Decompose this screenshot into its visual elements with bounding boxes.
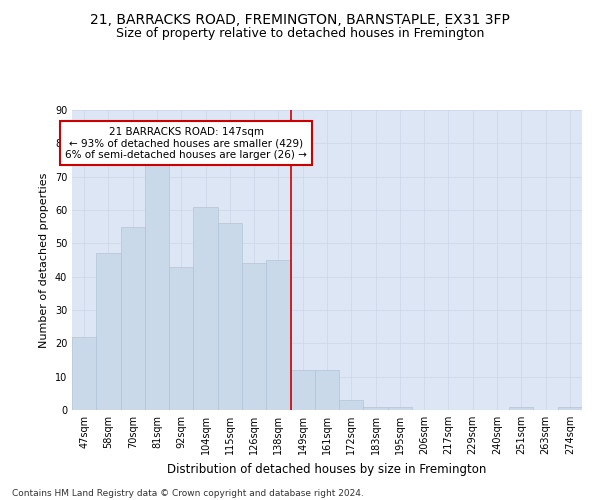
- Text: 21 BARRACKS ROAD: 147sqm
← 93% of detached houses are smaller (429)
6% of semi-d: 21 BARRACKS ROAD: 147sqm ← 93% of detach…: [65, 126, 307, 160]
- X-axis label: Distribution of detached houses by size in Fremington: Distribution of detached houses by size …: [167, 462, 487, 475]
- Bar: [121, 226, 145, 410]
- Text: 21, BARRACKS ROAD, FREMINGTON, BARNSTAPLE, EX31 3FP: 21, BARRACKS ROAD, FREMINGTON, BARNSTAPL…: [90, 12, 510, 26]
- Text: Size of property relative to detached houses in Fremington: Size of property relative to detached ho…: [116, 28, 484, 40]
- Bar: [242, 264, 266, 410]
- Bar: [193, 206, 218, 410]
- Bar: [509, 406, 533, 410]
- Bar: [266, 260, 290, 410]
- Bar: [558, 406, 582, 410]
- Bar: [96, 254, 121, 410]
- Bar: [339, 400, 364, 410]
- Text: Contains HM Land Registry data © Crown copyright and database right 2024.: Contains HM Land Registry data © Crown c…: [12, 488, 364, 498]
- Bar: [290, 370, 315, 410]
- Bar: [218, 224, 242, 410]
- Bar: [315, 370, 339, 410]
- Bar: [388, 406, 412, 410]
- Bar: [364, 406, 388, 410]
- Bar: [145, 164, 169, 410]
- Bar: [72, 336, 96, 410]
- Y-axis label: Number of detached properties: Number of detached properties: [39, 172, 49, 348]
- Bar: [169, 266, 193, 410]
